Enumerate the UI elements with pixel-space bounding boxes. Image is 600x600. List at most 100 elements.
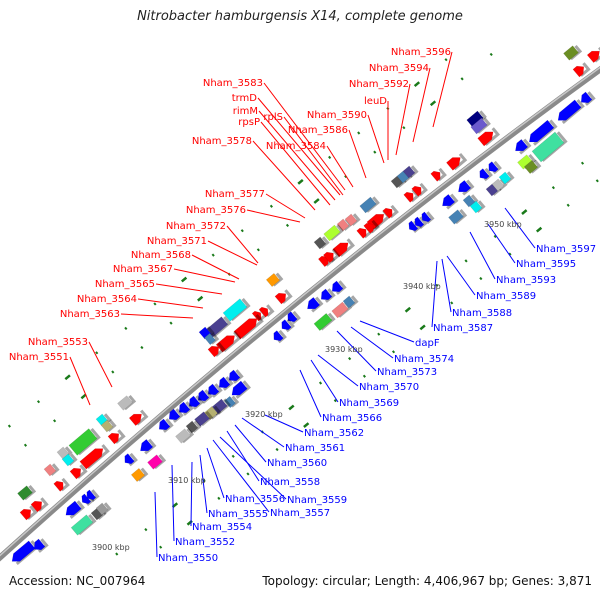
forward-gene-label[interactable]: Nham_3592 <box>349 79 409 90</box>
forward-gene-label[interactable]: Nham_3594 <box>369 63 429 74</box>
gene-feature[interactable] <box>194 410 214 427</box>
gene-feature[interactable] <box>130 467 149 483</box>
reverse-gene-label[interactable]: Nham_3562 <box>304 428 364 439</box>
forward-gene-label[interactable]: Nham_3584 <box>266 141 326 152</box>
gene-feature[interactable] <box>329 280 347 295</box>
gene-feature[interactable] <box>95 502 112 516</box>
gene-feature[interactable] <box>107 429 126 445</box>
reverse-gene-label[interactable]: Nham_3574 <box>394 354 454 365</box>
forward-gene-label[interactable]: Nham_3577 <box>205 189 265 200</box>
reverse-gene-label[interactable]: Nham_3569 <box>339 398 399 409</box>
gene-feature[interactable] <box>17 484 37 501</box>
gene-feature[interactable] <box>195 389 213 404</box>
gene-feature[interactable] <box>477 127 500 147</box>
gene-feature[interactable] <box>122 452 138 467</box>
reverse-gene-label[interactable]: Nham_3595 <box>516 259 576 270</box>
gene-feature[interactable] <box>226 369 244 384</box>
gene-feature[interactable] <box>63 500 85 519</box>
gene-feature[interactable] <box>313 312 336 331</box>
reverse-gene-label[interactable]: dapF <box>415 338 440 349</box>
gene-feature[interactable] <box>216 376 234 391</box>
forward-gene-label[interactable]: Nham_3567 <box>113 264 173 275</box>
forward-gene-label[interactable]: rplS <box>263 112 283 123</box>
forward-gene-label[interactable]: Nham_3590 <box>307 110 367 121</box>
gene-feature[interactable] <box>455 179 475 196</box>
gene-feature[interactable] <box>176 401 194 416</box>
gene-feature[interactable] <box>207 342 226 358</box>
gene-feature[interactable] <box>382 204 399 219</box>
forward-gene-label[interactable]: Nham_3553 <box>28 337 88 348</box>
gene-feature[interactable] <box>224 395 240 409</box>
gene-feature[interactable] <box>185 420 202 434</box>
gene-feature[interactable] <box>285 310 301 325</box>
reverse-gene-label[interactable]: Nham_3557 <box>270 508 330 519</box>
forward-gene-label[interactable]: rimM <box>233 106 258 117</box>
gene-feature[interactable] <box>470 117 491 135</box>
forward-gene-label[interactable]: Nham_3586 <box>288 125 348 136</box>
gene-feature[interactable] <box>322 248 341 264</box>
gene-feature[interactable] <box>448 208 468 225</box>
gene-feature[interactable] <box>265 272 284 288</box>
gene-feature[interactable] <box>342 295 359 309</box>
gene-feature[interactable] <box>279 318 295 333</box>
reverse-gene-label[interactable]: Nham_3550 <box>158 553 218 564</box>
gene-feature[interactable] <box>100 419 117 433</box>
reverse-gene-label[interactable]: Nham_3561 <box>285 443 345 454</box>
gene-feature[interactable] <box>222 297 251 322</box>
reverse-gene-label[interactable]: Nham_3573 <box>377 367 437 378</box>
gene-feature[interactable] <box>271 329 287 344</box>
gene-feature[interactable] <box>526 119 558 146</box>
reverse-gene-label[interactable]: Nham_3597 <box>536 244 596 255</box>
gene-feature[interactable] <box>128 409 149 427</box>
gene-feature[interactable] <box>498 171 515 185</box>
forward-gene-label[interactable]: leuD <box>364 96 387 107</box>
gene-feature[interactable] <box>586 46 600 64</box>
forward-gene-label[interactable]: Nham_3571 <box>147 236 207 247</box>
gene-feature[interactable] <box>274 289 293 305</box>
forward-gene-label[interactable]: Nham_3568 <box>131 250 191 261</box>
reverse-gene-label[interactable]: Nham_3566 <box>322 413 382 424</box>
forward-gene-label[interactable]: Nham_3572 <box>166 221 226 232</box>
reverse-gene-label[interactable]: Nham_3560 <box>267 458 327 469</box>
gene-feature[interactable] <box>523 159 542 175</box>
gene-feature[interactable] <box>318 288 336 303</box>
gene-feature[interactable] <box>439 193 459 210</box>
gene-feature[interactable] <box>156 418 174 433</box>
forward-gene-label[interactable]: Nham_3576 <box>186 205 246 216</box>
forward-gene-label[interactable]: Nham_3578 <box>192 136 252 147</box>
gene-feature[interactable] <box>332 238 355 258</box>
reverse-gene-label[interactable]: Nham_3554 <box>192 522 252 533</box>
gene-feature[interactable] <box>258 304 275 318</box>
gene-feature[interactable] <box>19 505 38 521</box>
gene-feature[interactable] <box>233 314 264 340</box>
forward-gene-label[interactable]: Nham_3564 <box>77 294 137 305</box>
reverse-gene-label[interactable]: Nham_3558 <box>260 477 320 488</box>
gene-feature[interactable] <box>446 152 468 171</box>
gene-feature[interactable] <box>229 380 251 399</box>
gene-feature[interactable] <box>344 213 361 227</box>
gene-feature[interactable] <box>61 453 78 467</box>
reverse-gene-label[interactable]: Nham_3556 <box>225 494 285 505</box>
gene-feature[interactable] <box>572 62 591 78</box>
gene-feature[interactable] <box>147 453 167 470</box>
forward-gene-label[interactable]: Nham_3583 <box>203 78 263 89</box>
gene-feature[interactable] <box>204 332 220 346</box>
gene-feature[interactable] <box>578 91 596 106</box>
gene-feature[interactable] <box>563 44 583 61</box>
forward-gene-label[interactable]: Nham_3565 <box>95 279 155 290</box>
gene-feature[interactable] <box>31 538 49 553</box>
gene-feature[interactable] <box>512 138 532 155</box>
gene-feature[interactable] <box>53 477 70 492</box>
reverse-gene-label[interactable]: Nham_3555 <box>208 509 268 520</box>
gene-feature[interactable] <box>363 219 380 234</box>
gene-feature[interactable] <box>462 194 479 208</box>
gene-feature[interactable] <box>30 497 49 513</box>
forward-gene-label[interactable]: Nham_3563 <box>60 309 120 320</box>
gene-feature[interactable] <box>412 216 428 229</box>
gene-feature[interactable] <box>531 131 568 163</box>
gene-feature[interactable] <box>323 224 344 242</box>
gene-feature[interactable] <box>304 296 324 313</box>
gene-feature[interactable] <box>215 330 242 353</box>
reverse-gene-label[interactable]: Nham_3559 <box>287 495 347 506</box>
reverse-gene-label[interactable]: Nham_3552 <box>175 537 235 548</box>
